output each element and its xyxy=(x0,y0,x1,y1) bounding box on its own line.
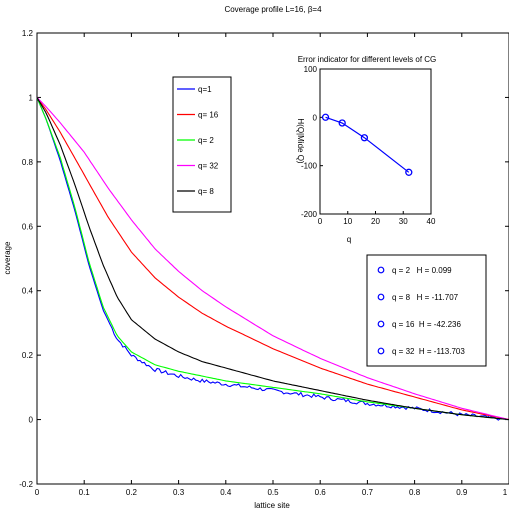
main-x-tick-label: 0.5 xyxy=(267,488,279,497)
main-y-tick-label: 0.6 xyxy=(22,222,34,231)
main-legend-label: q= 8 xyxy=(198,187,214,196)
inset-series-line xyxy=(325,116,410,173)
main-y-tick-label: 0.4 xyxy=(22,287,34,296)
main-legend-label: q= 2 xyxy=(198,136,214,145)
inset-data-point xyxy=(338,119,346,127)
main-y-tick-label: 0.8 xyxy=(22,158,34,167)
inset-legend-label: q = 2 H = 0.099 xyxy=(392,266,452,275)
main-chart-title: Coverage profile L=16, β=4 xyxy=(224,5,322,14)
inset-chart: Error indicator for different levels of … xyxy=(296,55,436,244)
main-x-tick-label: 1 xyxy=(503,488,508,497)
inset-x-tick-label: 20 xyxy=(371,217,380,226)
inset-legend-entries: q = 2 H = 0.099 q = 8 H = -11.707 q = 16 H… xyxy=(377,266,465,356)
inset-data-point xyxy=(360,134,369,142)
main-series-line-4 xyxy=(36,97,509,421)
inset-legend-marker xyxy=(377,266,385,274)
inset-legend-label: q = 16 H = -42.236 xyxy=(392,320,461,329)
inset-legend-marker xyxy=(377,347,385,355)
main-x-tick-label: 0.2 xyxy=(126,488,138,497)
main-legend-entries: q=1 q= 16 q= 2 q= 32 q= 8 xyxy=(177,85,219,196)
inset-legend: q = 2 H = 0.099 q = 8 H = -11.707 q = 16 H… xyxy=(366,254,487,367)
main-x-tick-label: 0.3 xyxy=(173,488,185,497)
main-x-tick-label: 0 xyxy=(35,488,40,497)
inset-background xyxy=(320,69,431,214)
main-y-tick-label: 0.2 xyxy=(22,351,34,360)
main-legend-box xyxy=(172,76,232,213)
inset-data-point xyxy=(405,168,413,176)
main-ticks: 0 0.1 0.2 0.3 0.4 0.5 0.6 0.7 0.8 0.9 1-0.200.20.4… xyxy=(19,29,509,497)
inset-x-tick-label: 30 xyxy=(399,217,408,226)
inset-x-tick-label: 10 xyxy=(343,217,352,226)
main-y-tick-label: 0 xyxy=(29,416,34,425)
inset-y-tick-label: 100 xyxy=(304,65,318,74)
inset-y-axis-label: H(Q|Mide Q) xyxy=(296,118,305,164)
main-chart: Coverage profile L=16, β=4 0 0.1 0.2 0.3 0.4… xyxy=(3,5,509,510)
inset-x-axis-label: q xyxy=(347,235,351,244)
main-x-tick-label: 0.8 xyxy=(409,488,421,497)
inset-legend-label: q = 8 H = -11.707 xyxy=(392,293,459,302)
main-x-tick-label: 0.9 xyxy=(456,488,468,497)
inset-x-tick-label: 40 xyxy=(427,217,436,226)
inset-chart-title: Error indicator for different levels of … xyxy=(298,55,437,64)
inset-legend-label: q = 32 H = -113.703 xyxy=(392,347,465,356)
main-x-tick-label: 0.1 xyxy=(79,488,91,497)
main-y-tick-label: 1.2 xyxy=(22,29,34,38)
main-legend: q=1 q= 16 q= 2 q= 32 q= 8 xyxy=(172,76,232,213)
inset-legend-marker xyxy=(377,320,385,328)
main-series-line-3 xyxy=(36,97,509,421)
main-legend-label: q=1 xyxy=(198,85,212,94)
inset-ticks: 0 10 20 30 40 100 0 -100 -200 xyxy=(301,65,436,226)
inset-x-tick-label: 0 xyxy=(318,217,323,226)
main-x-axis-label: lattice site xyxy=(254,501,290,510)
main-y-axis-label: coverage xyxy=(3,241,12,274)
main-legend-label: q= 32 xyxy=(198,162,219,171)
inset-series xyxy=(321,113,413,176)
main-y-tick-label: -0.2 xyxy=(19,480,33,489)
main-x-tick-label: 0.7 xyxy=(362,488,374,497)
main-x-tick-label: 0.4 xyxy=(220,488,232,497)
inset-legend-box xyxy=(366,254,487,367)
main-series-lines xyxy=(36,97,509,421)
inset-y-tick-label: 0 xyxy=(313,113,318,122)
main-legend-label: q= 16 xyxy=(198,111,219,120)
main-series-line-1 xyxy=(36,97,509,421)
main-y-tick-label: 1 xyxy=(29,93,34,102)
main-x-tick-label: 0.6 xyxy=(315,488,327,497)
inset-legend-marker xyxy=(377,293,385,301)
inset-y-tick-label: -100 xyxy=(301,162,318,171)
inset-data-point xyxy=(321,113,330,121)
inset-y-tick-label: -200 xyxy=(301,210,318,219)
